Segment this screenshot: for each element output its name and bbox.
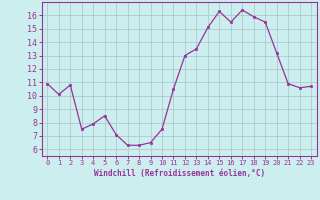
X-axis label: Windchill (Refroidissement éolien,°C): Windchill (Refroidissement éolien,°C) — [94, 169, 265, 178]
